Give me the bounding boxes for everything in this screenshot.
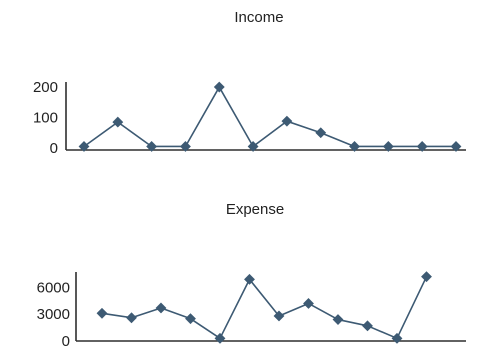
expense-point-6	[244, 273, 255, 285]
income-point-5	[213, 81, 225, 93]
income-point-6	[247, 141, 259, 152]
expense-point-3	[155, 302, 167, 314]
expense-y-tick-label-1: 3000	[37, 306, 70, 323]
income-series-line	[83, 86, 456, 148]
expense-y-tick-label-0: 0	[62, 333, 70, 350]
income-point-2	[112, 116, 124, 128]
income-point-12	[450, 141, 462, 152]
expense-y-tick-label-2: 6000	[37, 279, 70, 296]
expense-point-7	[273, 310, 285, 322]
income-y-tick-label-2: 200	[33, 79, 58, 96]
income-point-1	[78, 141, 90, 152]
expense-point-5	[214, 332, 226, 344]
expense-point-1	[96, 307, 108, 319]
income-point-8	[315, 127, 327, 139]
expense-point-4	[185, 313, 196, 325]
income-chart: Income 0 100 200	[33, 9, 466, 157]
expense-chart: Expense 0 3000 6000	[37, 201, 466, 350]
expense-point-10	[362, 320, 373, 332]
expense-point-11	[391, 332, 403, 344]
income-point-10	[382, 141, 394, 152]
income-chart-title: Income	[234, 9, 283, 26]
income-point-4	[180, 141, 191, 152]
expense-point-8	[303, 298, 314, 309]
expense-point-9	[332, 314, 344, 325]
income-point-9	[349, 141, 360, 152]
expense-point-2	[126, 312, 137, 324]
expense-chart-title: Expense	[226, 201, 284, 218]
income-y-tick-label-0: 0	[50, 140, 58, 157]
income-y-tick-label-1: 100	[33, 110, 58, 127]
income-point-11	[416, 141, 428, 152]
expense-point-12	[421, 271, 432, 283]
expense-series-line	[101, 276, 428, 340]
income-point-7	[281, 115, 293, 127]
income-point-3	[146, 141, 158, 152]
